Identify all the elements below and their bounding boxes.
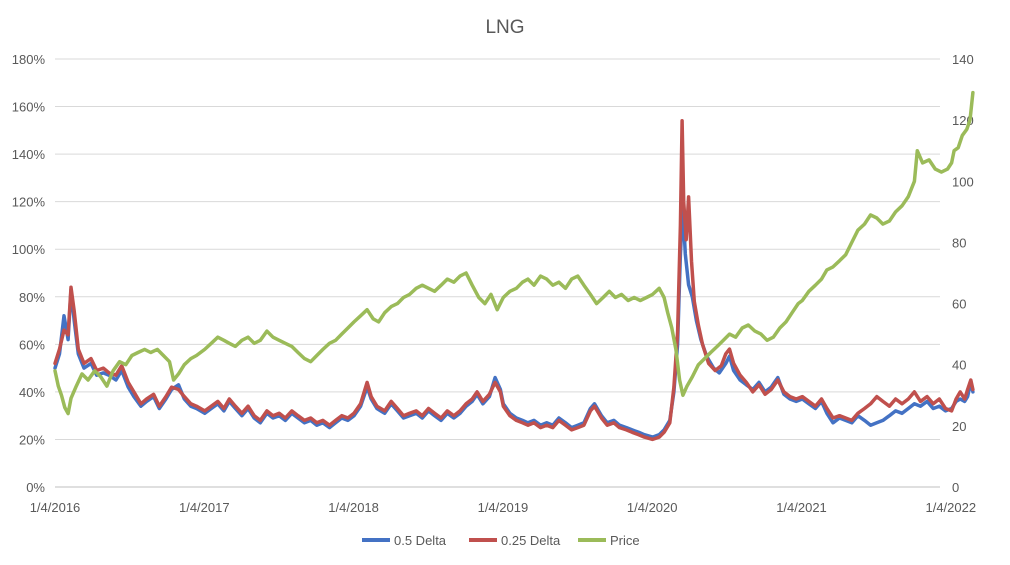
x-tick-label: 1/4/2021	[776, 500, 827, 515]
legend-label: Price	[610, 533, 640, 548]
right-tick-label: 80	[952, 235, 966, 250]
x-tick-label: 1/4/2017	[179, 500, 230, 515]
left-tick-label: 140%	[12, 147, 46, 162]
right-tick-label: 20	[952, 419, 966, 434]
left-tick-label: 80%	[19, 290, 45, 305]
x-tick-label: 1/4/2022	[925, 500, 976, 515]
x-tick-label: 1/4/2016	[30, 500, 81, 515]
left-tick-label: 40%	[19, 385, 45, 400]
x-tick-label: 1/4/2019	[478, 500, 529, 515]
x-axis-ticks: 1/4/2016 1/4/2017 1/4/2018 1/4/2019 1/4/2020…	[30, 500, 976, 515]
left-tick-label: 120%	[12, 195, 46, 210]
legend-label: 0.5 Delta	[394, 533, 447, 548]
chart-title: LNG	[485, 17, 524, 38]
right-tick-label: 0	[952, 480, 959, 495]
series-line-0-25-delta	[53, 119, 975, 442]
right-tick-label: 40	[952, 358, 966, 373]
left-axis-ticks: 0% 20% 40% 60% 80% 100% 120% 140% 160% 180%	[12, 52, 46, 495]
x-tick-label: 1/4/2020	[627, 500, 678, 515]
plot-area	[53, 90, 975, 442]
right-tick-label: 100	[952, 174, 974, 189]
right-tick-label: 60	[952, 297, 966, 312]
left-tick-label: 20%	[19, 432, 45, 447]
left-tick-label: 180%	[12, 52, 46, 67]
series-line-price	[53, 90, 975, 416]
series-line-0-5-delta	[53, 204, 975, 439]
left-tick-label: 0%	[26, 480, 45, 495]
x-tick-label: 1/4/2018	[328, 500, 379, 515]
legend: 0.5 Delta 0.25 Delta Price	[362, 533, 640, 548]
left-tick-label: 100%	[12, 242, 46, 257]
left-tick-label: 160%	[12, 100, 46, 115]
gridlines	[55, 58, 940, 488]
right-tick-label: 140	[952, 52, 974, 67]
left-tick-label: 60%	[19, 337, 45, 352]
legend-label: 0.25 Delta	[501, 533, 561, 548]
